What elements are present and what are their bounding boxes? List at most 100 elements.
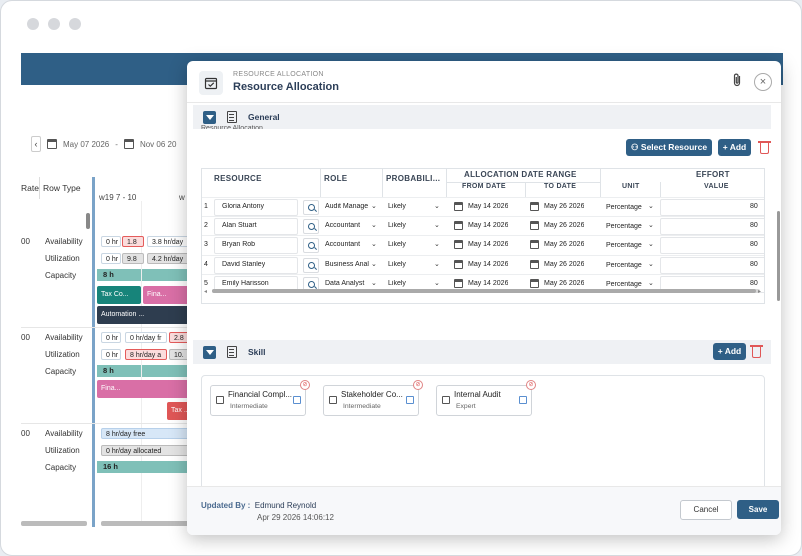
- add-resource-button[interactable]: + Add: [718, 139, 751, 156]
- window-dot-close[interactable]: [27, 18, 39, 30]
- calendar-icon[interactable]: [454, 259, 463, 269]
- effort-value-field[interactable]: [660, 256, 764, 274]
- calendar-icon[interactable]: [530, 240, 539, 250]
- close-button[interactable]: ×: [754, 73, 772, 91]
- from-date-value[interactable]: May 14 2026: [468, 260, 509, 268]
- effort-value-field[interactable]: [660, 237, 764, 255]
- search-icon[interactable]: [303, 257, 319, 273]
- availability-pill[interactable]: 0 hr: [101, 332, 121, 343]
- date-from[interactable]: May 07 2026: [63, 139, 110, 149]
- unit-value[interactable]: Percentage: [606, 261, 642, 269]
- remove-skill-icon[interactable]: ⊘: [413, 380, 423, 390]
- to-date-value[interactable]: May 26 2026: [544, 241, 585, 249]
- chevron-down-icon[interactable]: ⌄: [434, 279, 440, 287]
- save-button[interactable]: Save: [737, 500, 779, 519]
- availability-pill[interactable]: 0 hr/day fr: [125, 332, 167, 343]
- role-value[interactable]: Business Anal: [325, 260, 369, 268]
- skill-section-header[interactable]: Skill: [193, 340, 771, 364]
- unit-value[interactable]: Percentage: [606, 280, 642, 288]
- availability-pill[interactable]: 3.8 hr/day: [147, 236, 191, 247]
- chevron-down-icon[interactable]: ⌄: [648, 279, 654, 287]
- probability-value[interactable]: Likely: [388, 222, 406, 230]
- edit-icon[interactable]: [519, 396, 527, 404]
- unit-value[interactable]: Percentage: [606, 242, 642, 250]
- utilization-pill[interactable]: 9.8: [122, 253, 144, 264]
- to-date-value[interactable]: May 26 2026: [544, 279, 585, 287]
- collapse-toggle-icon[interactable]: [203, 345, 216, 359]
- chevron-down-icon[interactable]: ⌄: [371, 260, 377, 268]
- probability-value[interactable]: Likely: [388, 260, 406, 268]
- select-resource-button[interactable]: ⚇ Select Resource: [626, 139, 712, 156]
- delete-icon[interactable]: [758, 141, 771, 154]
- to-date-value[interactable]: May 26 2026: [544, 222, 585, 230]
- utilization-pill[interactable]: 0 hr: [101, 253, 121, 264]
- attachment-icon[interactable]: [731, 72, 743, 92]
- scroll-left-arrow[interactable]: ◂: [204, 289, 208, 295]
- delete-icon[interactable]: [750, 345, 763, 358]
- planner-right-horizontal-scrollbar[interactable]: [101, 521, 191, 526]
- scroll-right-arrow[interactable]: ▸: [758, 289, 762, 295]
- prev-range-button[interactable]: ‹: [31, 136, 41, 152]
- search-icon[interactable]: [303, 219, 319, 235]
- edit-icon[interactable]: [406, 396, 414, 404]
- utilization-pill[interactable]: 8 hr/day a: [125, 349, 167, 360]
- task-bar[interactable]: Tax ...: [167, 402, 191, 420]
- calendar-icon[interactable]: [530, 259, 539, 269]
- probability-value[interactable]: Likely: [388, 279, 406, 287]
- collapse-toggle-icon[interactable]: [203, 110, 216, 124]
- pane-splitter[interactable]: [92, 177, 95, 527]
- header-value[interactable]: VALUE: [704, 183, 729, 190]
- chevron-down-icon[interactable]: ⌄: [648, 260, 654, 268]
- chevron-down-icon[interactable]: ⌄: [648, 241, 654, 249]
- task-bar[interactable]: Automation ...: [97, 306, 191, 324]
- unit-value[interactable]: Percentage: [606, 223, 642, 231]
- header-probability[interactable]: PROBABILI...: [386, 174, 441, 183]
- planner-left-horizontal-scrollbar[interactable]: [21, 521, 87, 526]
- utilization-pill[interactable]: 4.2 hr/day: [147, 253, 191, 264]
- unit-value[interactable]: Percentage: [606, 204, 642, 211]
- probability-value[interactable]: Likely: [388, 241, 406, 249]
- chevron-down-icon[interactable]: ⌄: [371, 203, 377, 210]
- probability-value[interactable]: Likely: [388, 203, 406, 210]
- resource-name-field[interactable]: [214, 218, 298, 236]
- general-section-header[interactable]: General: [193, 105, 771, 129]
- chevron-down-icon[interactable]: ⌄: [371, 241, 377, 249]
- task-bar[interactable]: Fina...: [97, 380, 191, 398]
- header-unit[interactable]: UNIT: [622, 183, 640, 190]
- calendar-icon[interactable]: [454, 278, 463, 288]
- availability-pill[interactable]: 0 hr: [101, 236, 121, 247]
- chevron-down-icon[interactable]: ⌄: [371, 279, 377, 287]
- remove-skill-icon[interactable]: ⊘: [300, 380, 310, 390]
- date-to[interactable]: Nov 06 20: [139, 139, 177, 149]
- chevron-down-icon[interactable]: ⌄: [434, 260, 440, 268]
- effort-value-field[interactable]: [660, 218, 764, 236]
- calendar-icon[interactable]: [454, 221, 463, 231]
- chevron-down-icon[interactable]: ⌄: [434, 203, 440, 210]
- from-date-value[interactable]: May 14 2026: [468, 222, 509, 230]
- skill-checkbox[interactable]: [216, 396, 224, 404]
- chevron-down-icon[interactable]: ⌄: [434, 241, 440, 249]
- search-icon[interactable]: [303, 238, 319, 254]
- utilization-pill[interactable]: 0 hr/day allocated: [101, 445, 191, 456]
- search-icon[interactable]: [303, 200, 319, 215]
- role-value[interactable]: Accountant: [325, 222, 361, 230]
- chevron-down-icon[interactable]: ⌄: [648, 203, 654, 210]
- skill-checkbox[interactable]: [329, 396, 337, 404]
- add-skill-button[interactable]: + Add: [713, 343, 746, 360]
- chevron-down-icon[interactable]: ⌄: [371, 222, 377, 230]
- to-date-value[interactable]: May 26 2026: [544, 203, 585, 210]
- calendar-icon[interactable]: [530, 221, 539, 231]
- skill-card[interactable]: Financial Compl... Intermediate ⊘: [210, 380, 310, 416]
- cancel-button[interactable]: Cancel: [680, 500, 732, 520]
- scroll-thumb[interactable]: [212, 289, 756, 293]
- calendar-icon[interactable]: [454, 202, 463, 211]
- from-date-value[interactable]: May 14 2026: [468, 203, 509, 210]
- chevron-down-icon[interactable]: ⌄: [434, 222, 440, 230]
- skill-card[interactable]: Stakeholder Co... Intermediate ⊘: [323, 380, 423, 416]
- remove-skill-icon[interactable]: ⊘: [526, 380, 536, 390]
- header-to-date[interactable]: TO DATE: [544, 183, 577, 190]
- table-horizontal-scrollbar[interactable]: [212, 289, 760, 293]
- task-bar[interactable]: Fina...: [143, 286, 191, 304]
- availability-pill[interactable]: 8 hr/day free: [101, 428, 191, 439]
- header-resource[interactable]: RESOURCE: [214, 174, 262, 183]
